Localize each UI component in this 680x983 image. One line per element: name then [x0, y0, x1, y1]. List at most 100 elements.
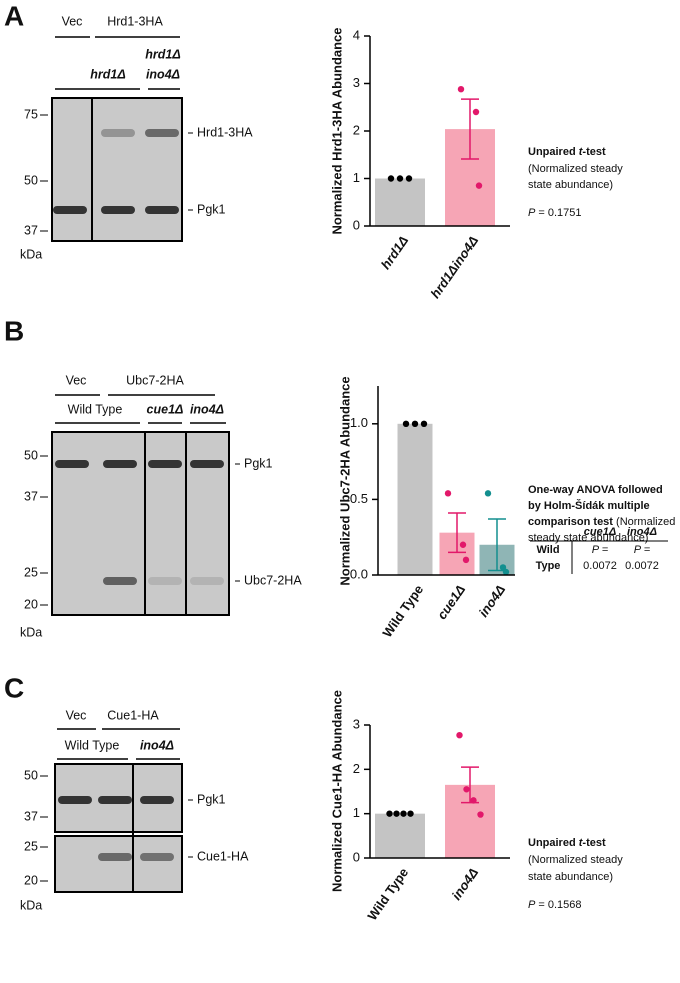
blot-band	[140, 796, 174, 804]
lane-label: ino4Δ	[146, 67, 180, 81]
data-point	[472, 108, 480, 116]
blot-band	[140, 853, 174, 861]
mw-marker: 50	[24, 173, 38, 187]
stats-segment: -test	[582, 837, 606, 849]
mw-marker: 37	[24, 223, 38, 237]
y-tick-label: 4	[353, 27, 360, 42]
y-tick-label: 1	[353, 170, 360, 185]
data-point	[444, 490, 452, 497]
data-point	[386, 810, 393, 817]
blot-band	[98, 796, 132, 804]
lane-label: cue1Δ	[147, 402, 184, 416]
lane-label: ino4Δ	[190, 402, 224, 416]
blot-band	[145, 129, 179, 137]
lane-group-label: Vec	[66, 373, 87, 387]
mw-marker: 50	[24, 448, 38, 462]
mw-marker: 37	[24, 489, 38, 503]
blot-band	[148, 460, 182, 468]
panel-letter: B	[4, 315, 24, 346]
stats-segment: P	[528, 207, 536, 219]
stats-segment: (Normalized steady	[528, 163, 623, 175]
lane-group-label: Vec	[62, 14, 83, 28]
stats-segment: by Holm-Šídák multiple	[528, 499, 650, 512]
panel-letter: A	[4, 0, 24, 31]
error-bar	[461, 98, 479, 160]
band-label: Cue1-HA	[197, 849, 249, 863]
stats-text: Unpaired t-test	[528, 837, 606, 849]
y-tick-label: 1.0	[350, 415, 368, 430]
lane-label: ino4Δ	[140, 738, 174, 752]
blot-band	[190, 460, 224, 468]
stats-segment: Unpaired	[528, 146, 579, 158]
mw-marker: 37	[24, 809, 38, 823]
mw-marker: 75	[24, 107, 38, 121]
mw-unit: kDa	[20, 247, 42, 261]
band-label: Pgk1	[197, 792, 226, 806]
data-point	[396, 175, 404, 182]
blot-image	[54, 835, 183, 893]
stats-segment: (Normalized	[613, 516, 675, 528]
data-point	[484, 490, 492, 497]
stats-text: P = 0.1751	[528, 207, 582, 219]
blot-band	[103, 460, 137, 468]
bar	[375, 813, 425, 858]
y-tick-label: 0	[353, 217, 360, 232]
mw-marker: 20	[24, 873, 38, 887]
y-tick-label: 0	[353, 849, 360, 864]
mw-marker: 20	[24, 597, 38, 611]
data-point	[477, 811, 484, 818]
data-point	[457, 86, 465, 93]
data-point	[387, 175, 395, 182]
data-point	[462, 556, 470, 564]
stats-segment: state abundance)	[528, 871, 613, 883]
y-tick-label: 0.0	[350, 566, 368, 581]
data-point	[470, 797, 477, 804]
error-bar	[461, 766, 479, 804]
stats-segment: t	[579, 837, 584, 849]
y-axis-title: Normalized Cue1-HA Abundance	[329, 690, 344, 892]
stats-segment: P	[528, 899, 536, 911]
table-cell: P =	[634, 544, 651, 556]
mw-marker: 25	[24, 565, 38, 579]
lane-label: hrd1Δ	[90, 67, 125, 81]
stats-segment: One-way ANOVA followed	[528, 484, 663, 496]
lane-label: Wild Type	[65, 738, 120, 752]
bar	[397, 423, 433, 575]
blot-band	[145, 206, 179, 214]
mw-unit: kDa	[20, 898, 42, 912]
lane-label: hrd1Δ	[145, 47, 180, 61]
table-cell: P =	[592, 544, 609, 556]
band-label: Pgk1	[197, 202, 226, 216]
panel-letter: C	[4, 672, 24, 703]
y-tick-label: 2	[353, 761, 360, 776]
data-point	[456, 731, 463, 739]
category-label: ino4Δ	[476, 582, 509, 620]
table-header: ino4Δ	[627, 526, 657, 538]
stats-text: by Holm-Šídák multiple	[528, 499, 650, 512]
stats-segment: t	[579, 146, 584, 158]
y-axis-title: Normalized Hrd1-3HA Abundance	[329, 27, 344, 234]
blot-band	[53, 206, 87, 214]
category-label: Wild Type	[364, 865, 411, 923]
y-tick-label: 3	[353, 716, 360, 731]
data-point	[402, 420, 410, 427]
table-cell: 0.0072	[625, 560, 659, 572]
error-bar	[448, 512, 466, 554]
data-point	[407, 810, 414, 817]
table-header: cue1Δ	[584, 526, 616, 538]
y-tick-label: 1	[353, 805, 360, 820]
category-label: hrd1Δ	[378, 233, 412, 272]
stats-text: (Normalized steady	[528, 163, 623, 175]
stats-text: One-way ANOVA followed	[528, 484, 663, 496]
table-row-label: Wild	[536, 544, 559, 556]
blot-band	[55, 460, 89, 468]
stats-segment: (Normalized steady	[528, 854, 623, 866]
lane-group-label: Hrd1-3HA	[107, 14, 163, 28]
band-label: Hrd1-3HA	[197, 125, 253, 139]
stats-text: state abundance)	[528, 871, 613, 883]
data-point	[411, 420, 419, 427]
data-point	[463, 786, 470, 793]
bar	[375, 178, 425, 226]
lane-group-label: Ubc7-2HA	[126, 373, 184, 387]
